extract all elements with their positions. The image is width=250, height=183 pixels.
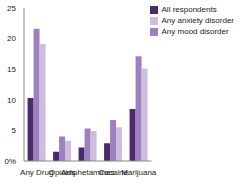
html-text:Any mood disorder: Any mood disorder <box>161 27 229 36</box>
svg-text:Amphetamines: Amphetamines <box>61 167 115 177</box>
svg-text:Any Drug: Any Drug <box>20 167 54 177</box>
svg-text:5: 5 <box>12 126 17 135</box>
svg-text:Cocaine: Cocaine <box>98 167 128 177</box>
svg-text:0%: 0% <box>8 157 16 166</box>
html-text:Any anxiety disorder: Any anxiety disorder <box>161 16 234 25</box>
svg-text:15: 15 <box>8 65 17 74</box>
svg-text:20: 20 <box>8 34 17 43</box>
html-text:All respondents: All respondents <box>161 5 217 14</box>
svg-text:Marijuana: Marijuana <box>121 168 157 177</box>
svg-text:25: 25 <box>8 4 17 13</box>
svg-text:10: 10 <box>8 96 17 105</box>
